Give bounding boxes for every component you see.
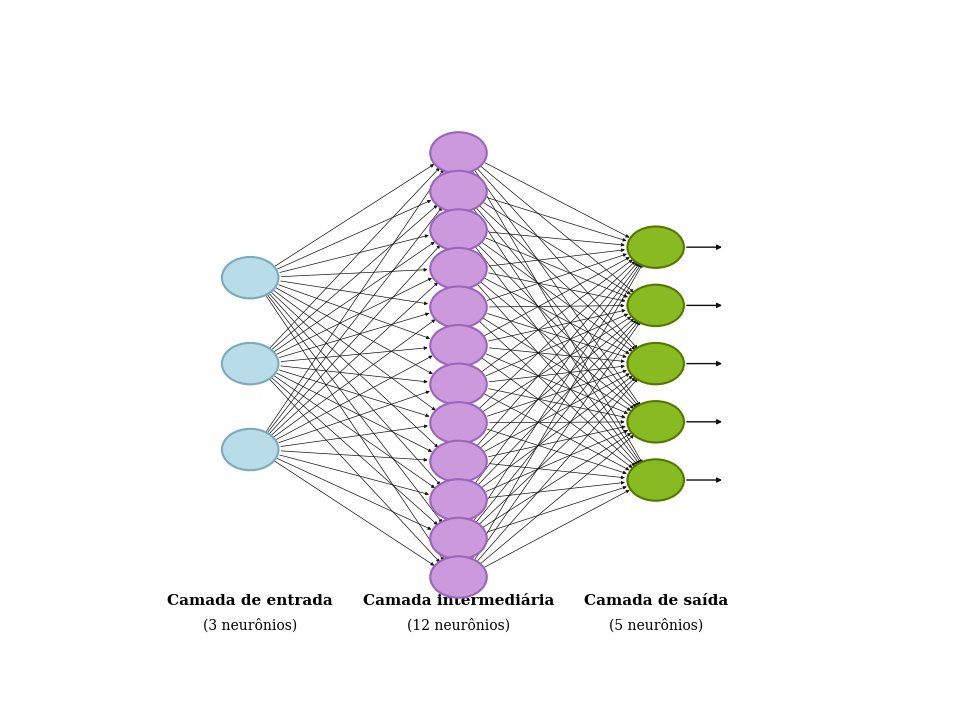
Ellipse shape	[430, 325, 487, 366]
Ellipse shape	[430, 248, 487, 289]
Ellipse shape	[430, 287, 487, 328]
Ellipse shape	[628, 284, 684, 326]
Ellipse shape	[430, 480, 487, 521]
Ellipse shape	[222, 429, 278, 470]
Ellipse shape	[430, 132, 487, 174]
Ellipse shape	[628, 227, 684, 268]
Ellipse shape	[222, 343, 278, 384]
Ellipse shape	[628, 401, 684, 443]
Ellipse shape	[430, 210, 487, 251]
Ellipse shape	[222, 257, 278, 298]
Ellipse shape	[628, 459, 684, 500]
Ellipse shape	[430, 518, 487, 559]
Text: Camada de saída: Camada de saída	[584, 594, 728, 608]
Ellipse shape	[628, 343, 684, 384]
Text: (3 neurônios): (3 neurônios)	[204, 618, 298, 633]
Ellipse shape	[430, 171, 487, 212]
Ellipse shape	[430, 402, 487, 444]
Text: Camada de entrada: Camada de entrada	[167, 594, 333, 608]
Text: (12 neurônios): (12 neurônios)	[407, 618, 510, 633]
Ellipse shape	[430, 441, 487, 482]
Text: (5 neurônios): (5 neurônios)	[609, 618, 703, 633]
Ellipse shape	[430, 557, 487, 598]
Ellipse shape	[430, 364, 487, 405]
Text: Camada intermediária: Camada intermediária	[363, 594, 554, 608]
